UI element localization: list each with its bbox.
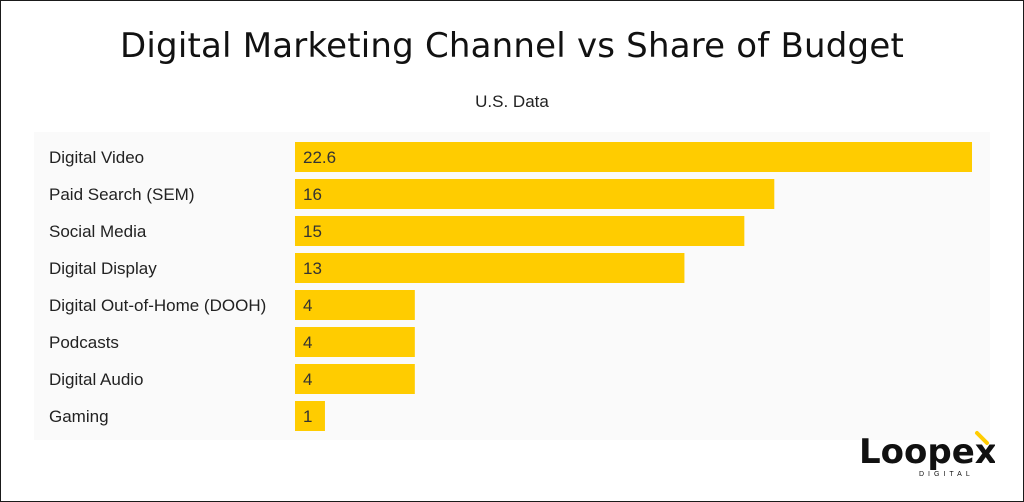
bar-chart: Digital Video 22.6 Paid Search (SEM) 16 Soci… [49,142,972,431]
brand-logo: Loopex DIGITAL [859,429,995,481]
category-label-gaming: Gaming [49,407,109,426]
value-label-digital-display: 13 [303,259,322,278]
logo-subtext: DIGITAL [919,471,974,478]
value-label-podcasts: 4 [303,333,312,352]
category-label-digital-audio: Digital Audio [49,370,144,389]
logo-wordmark: Loopex [859,432,995,472]
category-label-podcasts: Podcasts [49,333,119,352]
value-label-digital-out-of-home-dooh: 4 [303,296,312,315]
value-label-digital-audio: 4 [303,370,312,389]
logo-accent-mark [975,431,989,445]
bar-digital-video [295,142,972,172]
value-label-paid-search-sem: 16 [303,185,322,204]
bar-digital-out-of-home-dooh [295,290,415,320]
chart-panel: Digital Video 22.6 Paid Search (SEM) 16 Soci… [34,132,990,440]
category-label-social-media: Social Media [49,222,147,241]
value-label-digital-video: 22.6 [303,148,336,167]
bar-paid-search-sem [295,179,775,209]
category-label-digital-video: Digital Video [49,148,144,167]
bar-digital-audio [295,364,415,394]
value-label-social-media: 15 [303,222,322,241]
bar-gaming [295,401,325,431]
bar-podcasts [295,327,415,357]
value-label-gaming: 1 [303,407,312,426]
category-label-paid-search-sem: Paid Search (SEM) [49,185,195,204]
chart-subtitle: U.S. Data [475,92,549,111]
category-label-digital-display: Digital Display [49,259,157,278]
chart-title: Digital Marketing Channel vs Share of Bu… [120,26,904,66]
bar-social-media [295,216,745,246]
category-label-digital-out-of-home-dooh: Digital Out-of-Home (DOOH) [49,296,266,315]
bar-digital-display [295,253,685,283]
